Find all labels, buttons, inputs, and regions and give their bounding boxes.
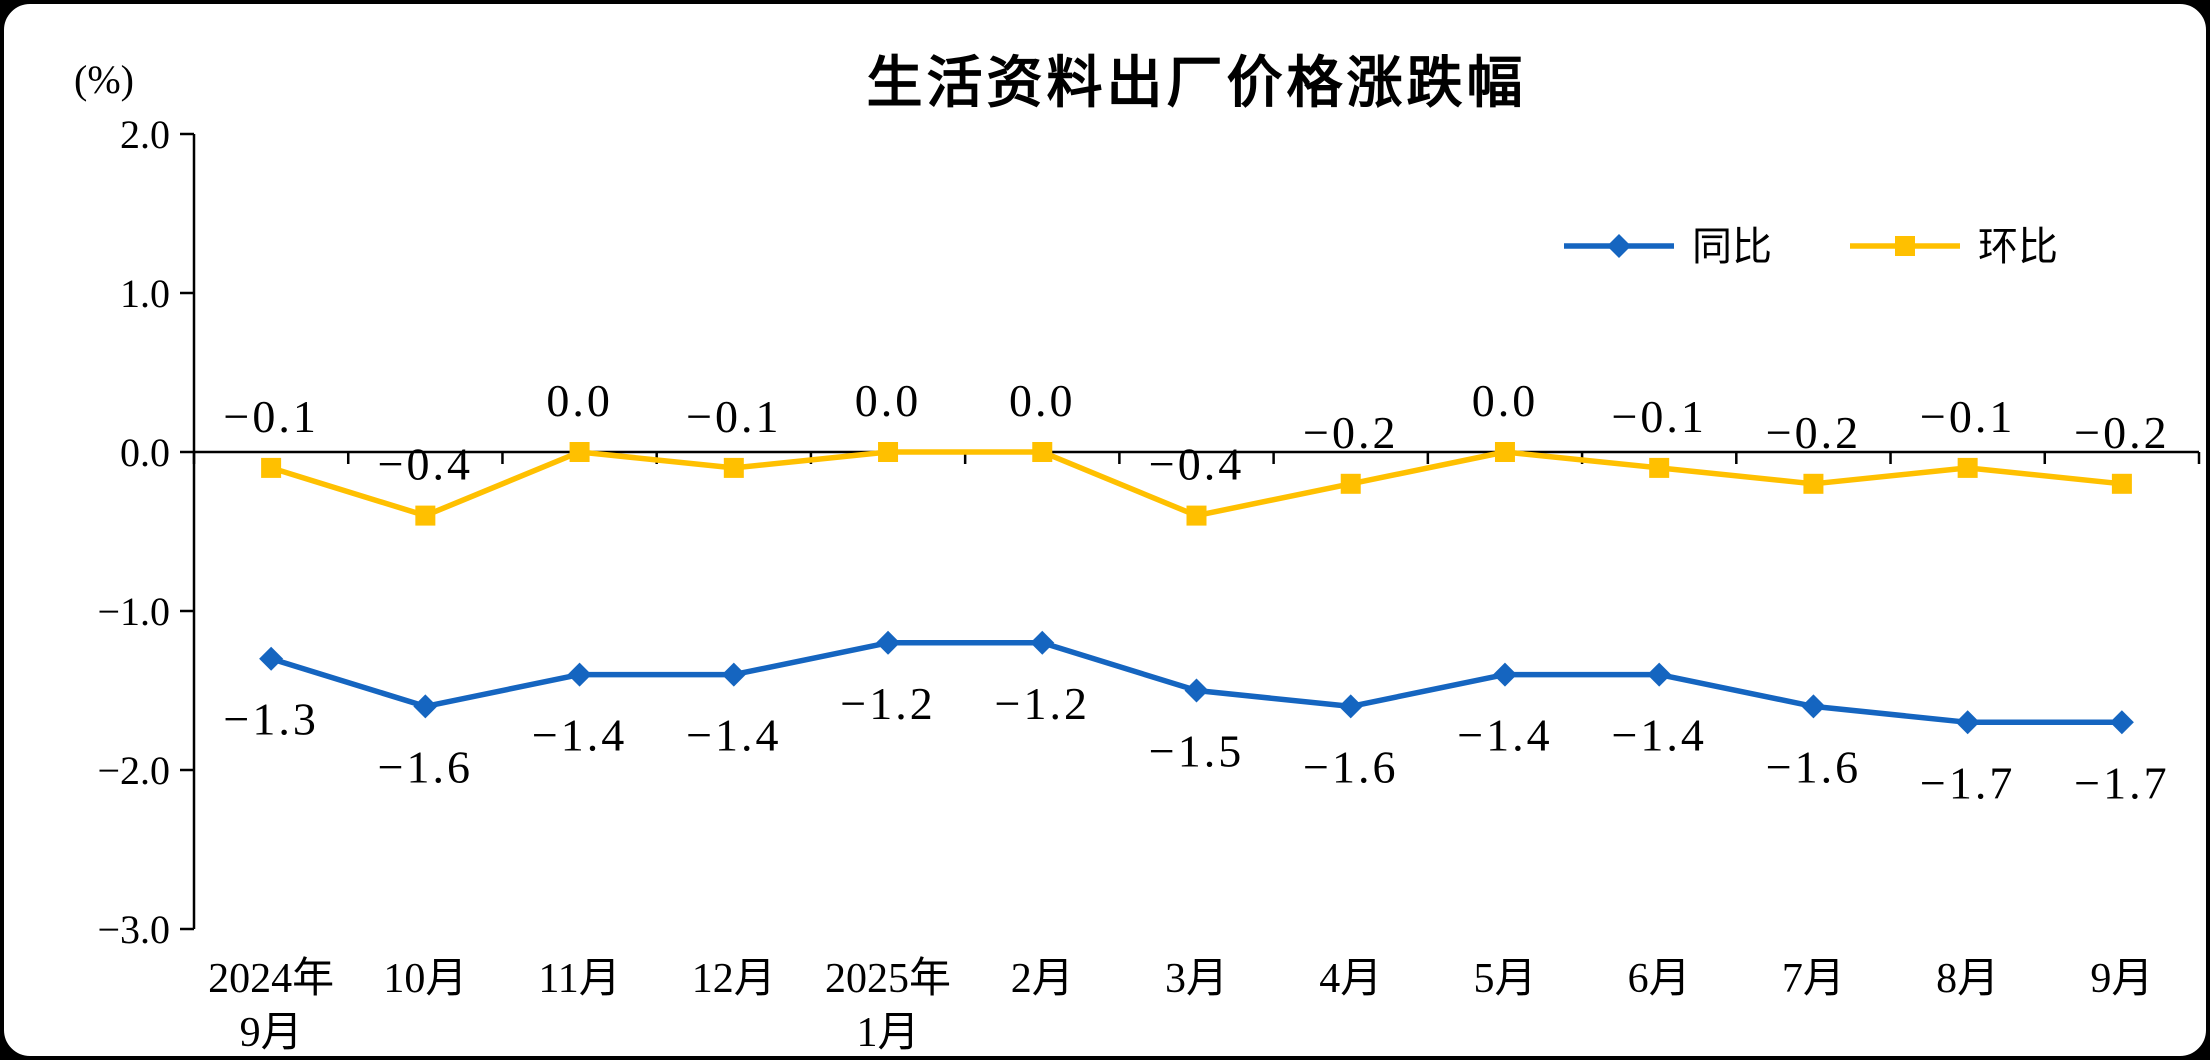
x-tick-label: 2025年 1月 <box>825 955 951 1056</box>
marker-diamond <box>1801 694 1826 719</box>
marker-diamond <box>1955 710 1980 735</box>
x-tick-label: 12月 <box>692 956 776 1002</box>
data-label: −0.4 <box>378 439 473 490</box>
x-tick-label: 2024年 9月 <box>208 955 334 1056</box>
legend-label: 同比 <box>1692 224 1772 270</box>
data-label: −1.2 <box>840 678 935 729</box>
marker-square <box>569 442 590 462</box>
marker-square <box>415 505 436 526</box>
marker-diamond <box>567 662 592 687</box>
data-label: −1.5 <box>1149 726 1244 777</box>
data-label: −1.2 <box>995 678 1090 729</box>
marker-diamond <box>1184 678 1209 703</box>
marker-diamond <box>1492 662 1517 687</box>
marker-diamond <box>259 646 284 671</box>
y-tick-label: 2.0 <box>120 112 170 157</box>
data-label: 0.0 <box>546 375 613 426</box>
marker-diamond <box>413 694 438 719</box>
data-label: −1.4 <box>532 710 627 761</box>
legend-marker-square <box>1895 236 1915 256</box>
data-label: −1.6 <box>378 741 473 792</box>
data-label: −1.3 <box>223 694 318 745</box>
data-label: −1.6 <box>1303 741 1398 792</box>
x-tick-label: 5月 <box>1473 956 1536 1002</box>
marker-square <box>2111 473 2132 494</box>
marker-square <box>1957 457 1978 478</box>
legend-label: 环比 <box>1978 224 2058 270</box>
y-axis-unit-label: (%) <box>74 57 134 102</box>
data-label: 0.0 <box>1472 375 1539 426</box>
marker-square <box>1032 442 1053 462</box>
legend-marker-diamond <box>1607 234 1631 258</box>
data-label: −1.4 <box>1611 710 1706 761</box>
y-tick-label: 0.0 <box>120 430 170 475</box>
marker-diamond <box>876 630 901 655</box>
marker-square <box>1494 442 1515 462</box>
data-label: −1.7 <box>1920 757 2015 808</box>
data-label: −1.4 <box>686 710 781 761</box>
x-tick-label: 9月 <box>2090 956 2153 1002</box>
data-label: −0.1 <box>686 391 781 442</box>
x-tick-label: 3月 <box>1165 956 1228 1002</box>
marker-square <box>878 442 899 462</box>
marker-diamond <box>721 662 746 687</box>
marker-square <box>1803 473 1824 494</box>
data-label: −0.2 <box>1766 407 1861 458</box>
data-label: 0.0 <box>855 375 922 426</box>
data-label: −0.1 <box>1611 391 1706 442</box>
data-label: −1.6 <box>1766 741 1861 792</box>
marker-diamond <box>1647 662 1672 687</box>
y-tick-label: −3.0 <box>97 907 170 952</box>
marker-diamond <box>2109 710 2134 735</box>
marker-square <box>723 457 744 478</box>
data-label: −0.2 <box>2074 407 2169 458</box>
data-label: −0.2 <box>1303 407 1398 458</box>
x-tick-label: 6月 <box>1628 956 1691 1002</box>
data-label: −1.7 <box>2074 757 2169 808</box>
line-chart: 2.0 1.0 0.0 −1.0 −2.0 −3.0 2024年 9月 10月 11月 12月 202… <box>97 112 2201 1056</box>
x-tick-label: 8月 <box>1936 956 1999 1002</box>
data-label: −1.4 <box>1457 710 1552 761</box>
x-tick-label: 7月 <box>1782 956 1845 1002</box>
x-tick-label: 10月 <box>383 956 467 1002</box>
x-tick-label: 2月 <box>1011 956 1074 1002</box>
marker-square <box>1186 505 1207 526</box>
data-label: −0.1 <box>223 391 318 442</box>
x-tick-label: 4月 <box>1319 956 1382 1002</box>
data-label: −0.1 <box>1920 391 2015 442</box>
data-label: −0.4 <box>1149 439 1244 490</box>
marker-square <box>1649 457 1670 478</box>
y-tick-label: 1.0 <box>120 271 170 316</box>
legend-item-0: 同比 <box>1564 224 1772 270</box>
marker-diamond <box>1338 694 1363 719</box>
marker-square <box>1340 473 1361 494</box>
x-tick-label: 11月 <box>538 956 620 1002</box>
marker-diamond <box>1030 630 1055 655</box>
marker-square <box>261 457 282 478</box>
chart-title: 生活资料出厂价格涨跌幅 <box>866 51 1527 116</box>
legend-item-1: 环比 <box>1850 224 2058 270</box>
y-tick-label: −2.0 <box>97 748 170 793</box>
data-label: 0.0 <box>1009 375 1076 426</box>
y-tick-label: −1.0 <box>97 589 170 634</box>
